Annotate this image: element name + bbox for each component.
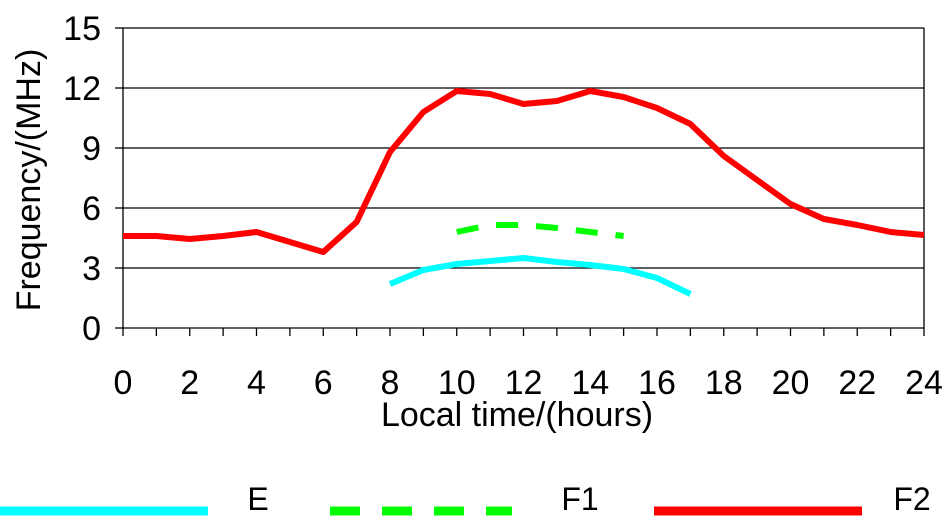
series-line-e xyxy=(388,255,692,297)
x-tick-label: 4 xyxy=(247,364,266,402)
x-tick-label: 18 xyxy=(705,364,743,402)
y-tick-label: 6 xyxy=(82,190,101,228)
y-tick-labels: 0 3 6 9 12 15 xyxy=(63,10,101,348)
y-tick-label: 12 xyxy=(63,70,101,108)
x-tick-label: 10 xyxy=(438,364,476,402)
legend: E F1 F2 xyxy=(0,481,931,517)
series-line-f1 xyxy=(456,222,624,239)
y-axis-title: Frequency/(MHz) xyxy=(10,49,48,312)
x-tick-label: 6 xyxy=(314,364,333,402)
legend-label-f1: F1 xyxy=(561,481,598,517)
x-tick-labels: 0 2 4 6 8 10 12 14 16 18 20 22 24 xyxy=(114,364,943,402)
x-axis-title: Local time/(hours) xyxy=(381,396,653,434)
y-tick-label: 0 xyxy=(82,310,101,348)
x-tick-label: 24 xyxy=(905,364,943,402)
axes xyxy=(115,27,925,336)
legend-label-e: E xyxy=(247,481,268,517)
x-tick-label: 8 xyxy=(381,364,400,402)
x-tick-label: 16 xyxy=(638,364,676,402)
x-tick-label: 2 xyxy=(180,364,199,402)
grid-lines xyxy=(123,27,924,269)
series-lines xyxy=(123,88,925,297)
x-tick-label: 0 xyxy=(114,364,133,402)
legend-label-f2: F2 xyxy=(893,481,930,517)
y-tick-label: 15 xyxy=(63,10,101,48)
x-tick-label: 14 xyxy=(571,364,609,402)
y-tick-label: 3 xyxy=(82,250,101,288)
x-tick-label: 20 xyxy=(772,364,810,402)
series-line-f2 xyxy=(123,88,925,255)
x-tick-label: 22 xyxy=(838,364,876,402)
y-tick-label: 9 xyxy=(82,130,101,168)
x-tick-label: 12 xyxy=(505,364,543,402)
